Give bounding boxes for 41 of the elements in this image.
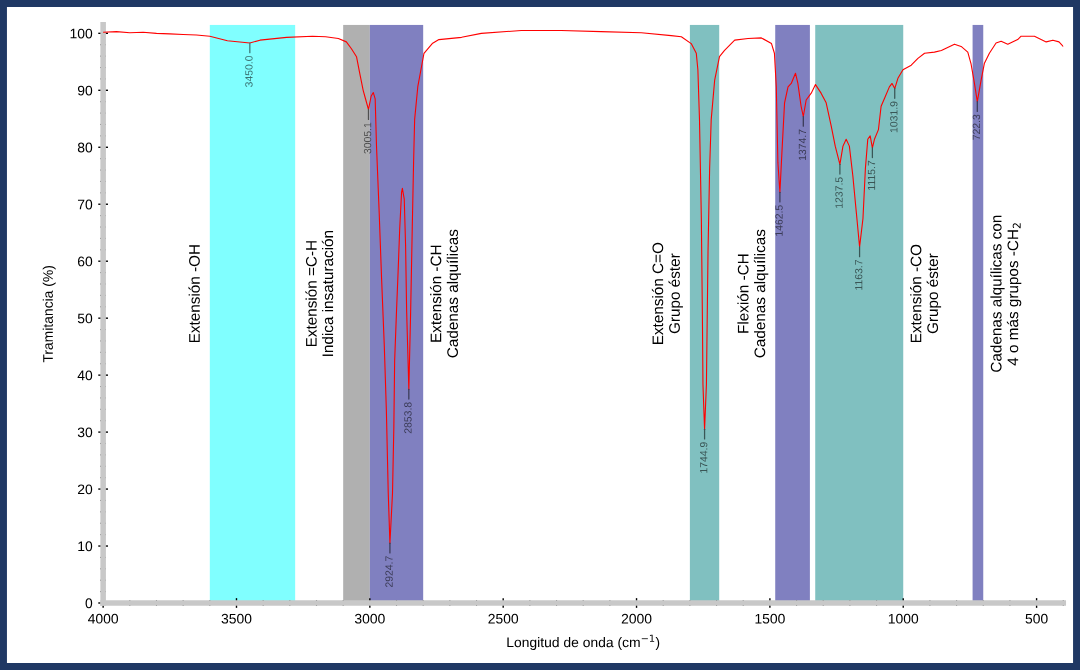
band-label: Extensión -OH — [188, 245, 200, 343]
annotation: 2924.7 — [385, 556, 393, 588]
band-label: Cadenas alquílicas con 4 o más grupos -CH$_{2}$ — [990, 215, 1022, 372]
line-series — [103, 29, 1064, 544]
annotation: 3005.1 — [363, 122, 372, 154]
y-tick-label: 40 — [77, 370, 93, 381]
x-axis-title: Longitud de onda (cm$^{−1}$) — [507, 634, 660, 650]
band-label: Extensión =C-H Indica insaturación — [305, 230, 334, 356]
annotation: 1031.9 — [890, 101, 898, 133]
y-tick-label: 60 — [77, 256, 93, 267]
annotation: 722.3 — [972, 114, 981, 140]
band-label: Flexión -CH Cadenas alquílicas — [737, 229, 769, 358]
y-tick-label: 0 — [85, 598, 93, 609]
annotation: 1462.5 — [775, 205, 783, 236]
band-label: Extensión -CO Grupo éster — [910, 244, 942, 343]
y-tick-label: 100 — [70, 28, 93, 39]
y-tick-label: 10 — [78, 541, 93, 552]
y-tick-label: 20 — [77, 484, 93, 495]
x-tick-label: 1000 — [888, 613, 919, 624]
y-tick-label: 70 — [77, 199, 93, 210]
annotation: 1115.7 — [867, 160, 876, 190]
x-tick-label: 500 — [1025, 613, 1048, 624]
band-label: Extensión C=O Grupo éster — [651, 242, 683, 344]
y-axis-title: Tramitancia (%) — [42, 266, 56, 363]
annotation: 1237.5 — [835, 177, 843, 208]
x-tick-label: 1500 — [755, 613, 785, 624]
annotation: 1374.7 — [798, 129, 807, 161]
annotation: 2853.8 — [404, 402, 412, 434]
y-tick-label: 50 — [77, 313, 93, 324]
annotation: 1744.9 — [700, 442, 708, 473]
x-tick-label: 2000 — [621, 613, 652, 624]
annotation: 1163.7 — [855, 259, 863, 290]
y-tick-label: 30 — [77, 427, 93, 438]
x-tick-label: 2500 — [488, 613, 519, 624]
band-label: Extensión -CH Cadenas alquílicas — [429, 229, 462, 358]
x-tick-label: 3000 — [354, 613, 385, 624]
y-tick-label: 90 — [77, 85, 93, 96]
x-tick-label: 3500 — [221, 613, 252, 624]
y-tick-label: 80 — [77, 142, 93, 153]
x-tick-label: 4000 — [88, 613, 119, 624]
annotation: 3450.0 — [245, 55, 253, 87]
